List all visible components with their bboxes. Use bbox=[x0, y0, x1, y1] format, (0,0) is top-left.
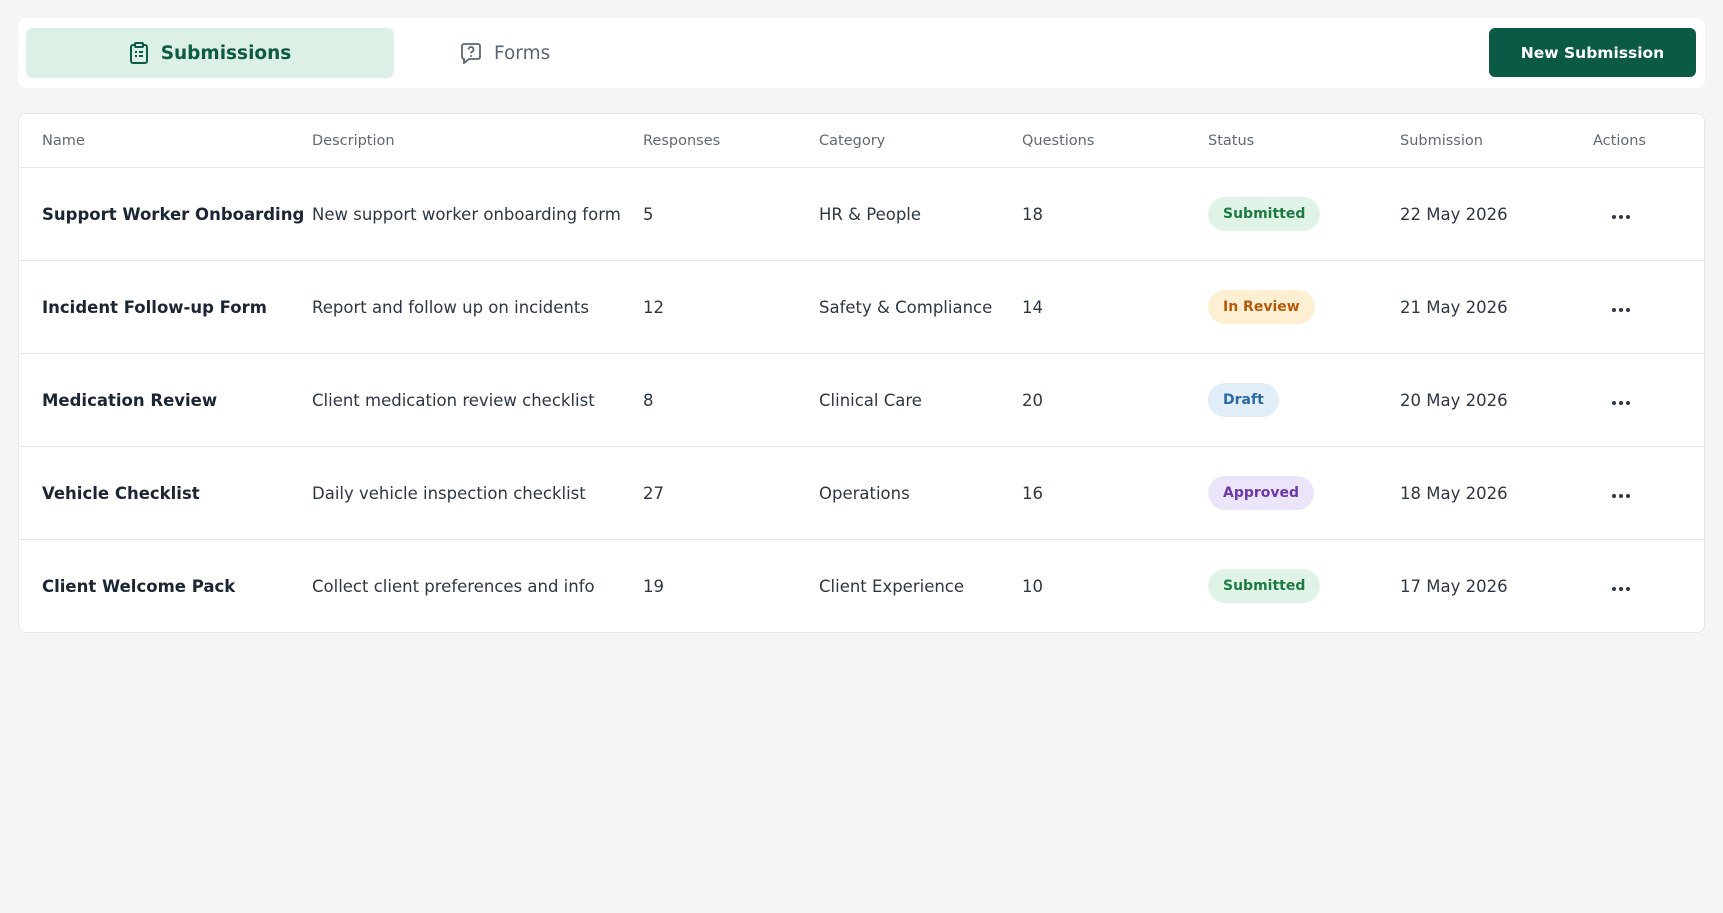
status-badge: Submitted bbox=[1208, 569, 1321, 603]
submission-date: 18 May 2026 bbox=[1400, 446, 1593, 540]
status-cell: Approved bbox=[1208, 446, 1400, 540]
category: Operations bbox=[819, 446, 1022, 540]
submission-date: 22 May 2026 bbox=[1400, 167, 1593, 261]
questions: 18 bbox=[1022, 167, 1208, 261]
name: Vehicle Checklist bbox=[19, 446, 312, 540]
submission-date: 20 May 2026 bbox=[1400, 353, 1593, 447]
responses: 12 bbox=[643, 260, 819, 354]
tab-label: Forms bbox=[494, 42, 551, 64]
questions: 14 bbox=[1022, 260, 1208, 354]
questions: 20 bbox=[1022, 353, 1208, 447]
table-row: Vehicle Checklist Daily vehicle inspectio… bbox=[19, 446, 1704, 540]
status-cell: Submitted bbox=[1208, 540, 1400, 633]
description: Report and follow up on incidents bbox=[312, 260, 643, 354]
submission-date: 21 May 2026 bbox=[1400, 260, 1593, 354]
table-row: Client Welcome Pack Collect client prefer… bbox=[19, 540, 1704, 633]
responses: 5 bbox=[643, 167, 819, 261]
column-header: Name bbox=[19, 114, 312, 168]
actions-cell bbox=[1593, 167, 1704, 261]
status-badge: Draft bbox=[1208, 383, 1279, 417]
category: Clinical Care bbox=[819, 353, 1022, 447]
more-actions[interactable] bbox=[1611, 586, 1631, 592]
more-actions[interactable] bbox=[1611, 214, 1631, 220]
submissions-table: Name Description Responses Category Question… bbox=[19, 114, 1704, 632]
status-badge: In Review bbox=[1208, 290, 1315, 324]
forms-icon bbox=[461, 43, 481, 64]
status-badge: Submitted bbox=[1208, 197, 1321, 231]
questions: 10 bbox=[1022, 576, 1043, 596]
table-row: Incident Follow-up Form Report and follow… bbox=[19, 260, 1704, 354]
column-header: Description bbox=[312, 114, 643, 168]
name: Medication Review bbox=[19, 353, 312, 447]
description: Collect client preferences and info bbox=[312, 576, 595, 596]
responses: 8 bbox=[643, 353, 819, 447]
category: Client Experience bbox=[819, 576, 965, 596]
table-row: Support Worker Onboarding New support wor… bbox=[19, 167, 1704, 261]
table-row: Medication Review Client medication revie… bbox=[19, 353, 1704, 447]
responses: 27 bbox=[643, 446, 819, 540]
column-header: Questions bbox=[1022, 114, 1208, 168]
forms-tab[interactable]: Forms bbox=[460, 28, 550, 78]
submissions-tab[interactable]: Submissions bbox=[26, 28, 394, 78]
name: Client Welcome Pack bbox=[42, 576, 236, 596]
actions-cell bbox=[1593, 353, 1704, 447]
tab-label: Submissions bbox=[160, 42, 292, 64]
description: New support worker onboarding form bbox=[312, 167, 643, 261]
top-bar: Submissions Forms New Submission bbox=[18, 18, 1705, 88]
actions-cell bbox=[1593, 260, 1704, 354]
description: Client medication review checklist bbox=[312, 353, 643, 447]
questions: 16 bbox=[1022, 446, 1208, 540]
column-header: Actions bbox=[1593, 114, 1704, 168]
actions-cell bbox=[1593, 540, 1704, 633]
name: Incident Follow-up Form bbox=[19, 260, 312, 354]
responses: 19 bbox=[643, 576, 664, 596]
more-actions[interactable] bbox=[1611, 307, 1631, 313]
status-cell: Submitted bbox=[1208, 167, 1400, 261]
more-actions[interactable] bbox=[1611, 400, 1631, 406]
new-submission-button[interactable]: New Submission bbox=[1489, 28, 1696, 77]
submissions-table-card: Name Description Responses Category Question… bbox=[18, 113, 1705, 633]
category: Safety & Compliance bbox=[819, 260, 1022, 354]
status-cell: Draft bbox=[1208, 353, 1400, 447]
more-actions[interactable] bbox=[1611, 493, 1631, 499]
submissions-icon bbox=[129, 42, 148, 64]
status-cell: In Review bbox=[1208, 260, 1400, 354]
name: Support Worker Onboarding bbox=[19, 167, 312, 261]
status-badge: Approved bbox=[1208, 476, 1315, 510]
actions-cell bbox=[1593, 446, 1704, 540]
header-row: Name Description Responses Category Question… bbox=[19, 114, 1704, 168]
column-header: Responses bbox=[643, 114, 819, 168]
category: HR & People bbox=[819, 167, 1022, 261]
column-header: Status bbox=[1208, 114, 1400, 168]
description: Daily vehicle inspection checklist bbox=[312, 446, 643, 540]
submission-date: 17 May 2026 bbox=[1400, 576, 1508, 596]
column-header: Category bbox=[819, 114, 1022, 168]
column-header: Submission bbox=[1400, 114, 1593, 168]
